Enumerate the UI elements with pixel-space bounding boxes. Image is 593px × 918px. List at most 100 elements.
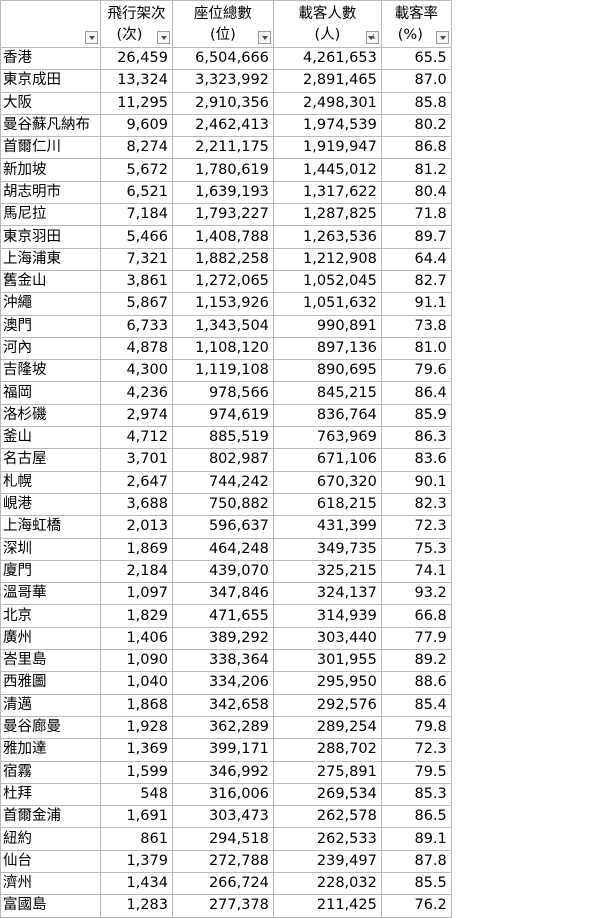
cell-seats[interactable]: 596,637 — [172, 516, 273, 538]
cell-destination[interactable]: 曼谷蘇凡納布 — [1, 114, 101, 136]
cell-load-factor[interactable]: 85.8 — [381, 92, 451, 114]
cell-load-factor[interactable]: 89.1 — [381, 828, 451, 850]
cell-seats[interactable]: 1,780,619 — [172, 159, 273, 181]
filter-dropdown-icon[interactable] — [258, 31, 271, 44]
cell-passengers[interactable]: 295,950 — [273, 672, 381, 694]
cell-destination[interactable]: 深圳 — [1, 538, 101, 560]
cell-passengers[interactable]: 670,320 — [273, 471, 381, 493]
cell-seats[interactable]: 294,518 — [172, 828, 273, 850]
cell-passengers[interactable]: 1,287,825 — [273, 204, 381, 226]
cell-destination[interactable]: 北京 — [1, 605, 101, 627]
cell-passengers[interactable]: 2,498,301 — [273, 92, 381, 114]
cell-flights[interactable]: 3,861 — [100, 270, 172, 292]
cell-seats[interactable]: 471,655 — [172, 605, 273, 627]
cell-destination[interactable]: 上海浦東 — [1, 248, 101, 270]
cell-destination[interactable]: 廣州 — [1, 627, 101, 649]
cell-destination[interactable]: 名古屋 — [1, 449, 101, 471]
cell-flights[interactable]: 4,300 — [100, 360, 172, 382]
cell-passengers[interactable]: 1,317,622 — [273, 181, 381, 203]
cell-load-factor[interactable]: 85.9 — [381, 404, 451, 426]
cell-flights[interactable]: 4,712 — [100, 427, 172, 449]
cell-flights[interactable]: 13,324 — [100, 70, 172, 92]
cell-destination[interactable]: 首爾金浦 — [1, 806, 101, 828]
cell-seats[interactable]: 347,846 — [172, 583, 273, 605]
cell-load-factor[interactable]: 79.6 — [381, 360, 451, 382]
cell-destination[interactable]: 吉隆坡 — [1, 360, 101, 382]
cell-flights[interactable]: 1,599 — [100, 761, 172, 783]
cell-load-factor[interactable]: 86.4 — [381, 382, 451, 404]
cell-seats[interactable]: 439,070 — [172, 560, 273, 582]
cell-passengers[interactable]: 836,764 — [273, 404, 381, 426]
cell-flights[interactable]: 3,701 — [100, 449, 172, 471]
cell-flights[interactable]: 3,688 — [100, 493, 172, 515]
cell-flights[interactable]: 1,090 — [100, 650, 172, 672]
cell-destination[interactable]: 福岡 — [1, 382, 101, 404]
cell-flights[interactable]: 1,283 — [100, 895, 172, 917]
cell-passengers[interactable]: 990,891 — [273, 315, 381, 337]
cell-load-factor[interactable]: 77.9 — [381, 627, 451, 649]
cell-flights[interactable]: 1,379 — [100, 850, 172, 872]
cell-seats[interactable]: 464,248 — [172, 538, 273, 560]
cell-flights[interactable]: 1,928 — [100, 716, 172, 738]
cell-destination[interactable]: 沖繩 — [1, 293, 101, 315]
cell-seats[interactable]: 1,119,108 — [172, 360, 273, 382]
cell-flights[interactable]: 1,691 — [100, 806, 172, 828]
cell-flights[interactable]: 1,868 — [100, 694, 172, 716]
cell-load-factor[interactable]: 85.3 — [381, 783, 451, 805]
cell-flights[interactable]: 1,406 — [100, 627, 172, 649]
cell-flights[interactable]: 5,867 — [100, 293, 172, 315]
cell-passengers[interactable]: 239,497 — [273, 850, 381, 872]
cell-flights[interactable]: 2,647 — [100, 471, 172, 493]
cell-passengers[interactable]: 349,735 — [273, 538, 381, 560]
cell-destination[interactable]: 西雅圖 — [1, 672, 101, 694]
cell-flights[interactable]: 26,459 — [100, 48, 172, 70]
cell-destination[interactable]: 釜山 — [1, 427, 101, 449]
cell-destination[interactable]: 溫哥華 — [1, 583, 101, 605]
cell-load-factor[interactable]: 88.6 — [381, 672, 451, 694]
cell-seats[interactable]: 2,910,356 — [172, 92, 273, 114]
cell-load-factor[interactable]: 85.4 — [381, 694, 451, 716]
cell-load-factor[interactable]: 91.1 — [381, 293, 451, 315]
cell-passengers[interactable]: 324,137 — [273, 583, 381, 605]
header-cell-passengers[interactable]: 載客人數 (人) ↓ — [273, 1, 381, 48]
cell-seats[interactable]: 338,364 — [172, 650, 273, 672]
cell-destination[interactable]: 舊金山 — [1, 270, 101, 292]
cell-flights[interactable]: 9,609 — [100, 114, 172, 136]
cell-seats[interactable]: 885,519 — [172, 427, 273, 449]
cell-passengers[interactable]: 303,440 — [273, 627, 381, 649]
cell-destination[interactable]: 濟州 — [1, 872, 101, 894]
cell-seats[interactable]: 2,211,175 — [172, 137, 273, 159]
cell-passengers[interactable]: 1,263,536 — [273, 226, 381, 248]
cell-load-factor[interactable]: 64.4 — [381, 248, 451, 270]
cell-seats[interactable]: 744,242 — [172, 471, 273, 493]
filter-dropdown-icon[interactable] — [85, 31, 98, 44]
cell-passengers[interactable]: 1,445,012 — [273, 159, 381, 181]
cell-seats[interactable]: 3,323,992 — [172, 70, 273, 92]
cell-load-factor[interactable]: 86.3 — [381, 427, 451, 449]
cell-seats[interactable]: 1,343,504 — [172, 315, 273, 337]
cell-flights[interactable]: 1,434 — [100, 872, 172, 894]
cell-passengers[interactable]: 262,578 — [273, 806, 381, 828]
cell-flights[interactable]: 2,974 — [100, 404, 172, 426]
cell-passengers[interactable]: 288,702 — [273, 739, 381, 761]
cell-load-factor[interactable]: 87.0 — [381, 70, 451, 92]
cell-destination[interactable]: 東京羽田 — [1, 226, 101, 248]
cell-seats[interactable]: 1,639,193 — [172, 181, 273, 203]
cell-destination[interactable]: 仙台 — [1, 850, 101, 872]
cell-seats[interactable]: 1,108,120 — [172, 337, 273, 359]
cell-passengers[interactable]: 269,534 — [273, 783, 381, 805]
cell-flights[interactable]: 2,184 — [100, 560, 172, 582]
cell-passengers[interactable]: 211,425 — [273, 895, 381, 917]
cell-load-factor[interactable]: 82.7 — [381, 270, 451, 292]
cell-seats[interactable]: 6,504,666 — [172, 48, 273, 70]
cell-flights[interactable]: 1,869 — [100, 538, 172, 560]
cell-destination[interactable]: 峇里島 — [1, 650, 101, 672]
filter-dropdown-icon[interactable] — [157, 31, 170, 44]
cell-passengers[interactable]: 228,032 — [273, 872, 381, 894]
cell-flights[interactable]: 7,184 — [100, 204, 172, 226]
cell-flights[interactable]: 6,733 — [100, 315, 172, 337]
sort-descending-filter-icon[interactable]: ↓ — [366, 31, 379, 44]
cell-seats[interactable]: 272,788 — [172, 850, 273, 872]
cell-flights[interactable]: 8,274 — [100, 137, 172, 159]
cell-passengers[interactable]: 1,051,632 — [273, 293, 381, 315]
